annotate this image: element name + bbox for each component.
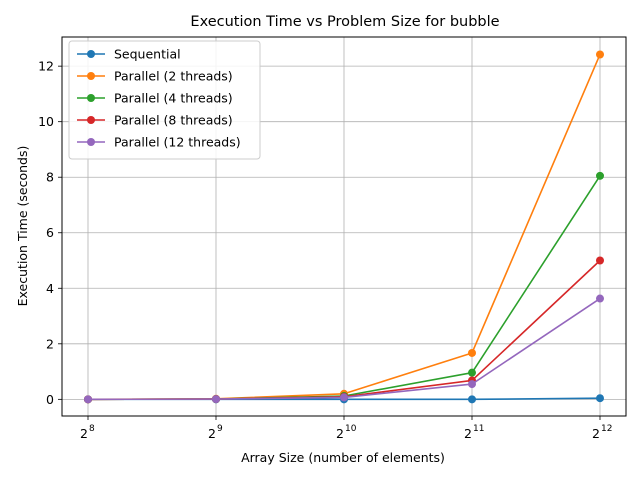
x-tick-label: 2 (592, 426, 600, 441)
legend: Sequential Parallel (2 threads) Parallel (… (68, 40, 261, 160)
y-axis-label: Execution Time (seconds) (15, 146, 30, 307)
data-point (212, 395, 220, 404)
data-point (596, 50, 604, 59)
legend-marker (87, 72, 95, 80)
x-tick-label: 2 (464, 426, 472, 441)
data-point (468, 380, 476, 389)
x-tick-label: 2 (336, 426, 344, 441)
data-point (84, 395, 92, 404)
data-point (596, 256, 604, 265)
x-tick-exponent: 12 (601, 424, 612, 434)
y-tick-label: 12 (38, 59, 54, 74)
y-tick-label: 2 (46, 336, 54, 351)
x-tick-label: 2 (80, 426, 88, 441)
y-tick-label: 6 (46, 225, 54, 240)
data-point (596, 294, 604, 303)
y-tick-label: 0 (46, 392, 54, 407)
y-axis: 0 2 4 6 8 10 12 (38, 59, 62, 407)
chart-title: Execution Time vs Problem Size for bubbl… (190, 14, 499, 30)
x-tick-exponent: 10 (345, 424, 357, 434)
legend-marker (87, 94, 95, 102)
x-tick-label: 2 (208, 426, 216, 441)
y-tick-label: 4 (46, 281, 54, 296)
data-point (340, 393, 348, 402)
legend-box (68, 40, 261, 160)
data-point (468, 395, 476, 404)
series-group (84, 294, 604, 404)
legend-marker (87, 138, 95, 146)
legend-label: Parallel (4 threads) (114, 91, 233, 106)
legend-label: Parallel (2 threads) (114, 69, 233, 84)
y-tick-label: 10 (38, 114, 54, 129)
y-tick-label: 8 (46, 170, 54, 185)
legend-label: Parallel (8 threads) (114, 113, 233, 128)
legend-label: Sequential (114, 47, 181, 62)
legend-marker (87, 116, 95, 124)
series-layer (84, 50, 604, 404)
x-axis-label: Array Size (number of elements) (241, 450, 445, 465)
x-tick-exponent: 9 (217, 424, 223, 434)
data-point (596, 171, 604, 180)
x-tick-exponent: 11 (473, 424, 484, 434)
data-point (468, 368, 476, 377)
grid (62, 37, 626, 416)
legend-label: Parallel (12 threads) (114, 135, 241, 150)
data-point (468, 348, 476, 357)
x-axis: 2 8 2 9 2 10 2 11 2 12 (80, 416, 612, 441)
data-point (596, 394, 604, 403)
x-tick-exponent: 8 (89, 424, 95, 434)
legend-marker (87, 50, 95, 58)
